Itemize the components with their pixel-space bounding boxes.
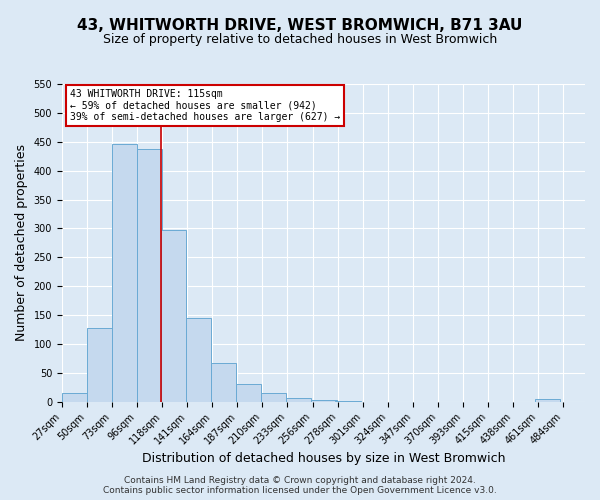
Bar (161, 230, 186, 402)
Bar (62, 393, 87, 402)
Bar (112, 144, 137, 402)
Text: 43 WHITWORTH DRIVE: 115sqm
← 59% of detached houses are smaller (942)
39% of sem: 43 WHITWORTH DRIVE: 115sqm ← 59% of deta… (70, 89, 340, 122)
Bar (286, 398, 311, 402)
Bar (186, 318, 211, 402)
X-axis label: Distribution of detached houses by size in West Bromwich: Distribution of detached houses by size … (142, 452, 505, 465)
Text: 43, WHITWORTH DRIVE, WEST BROMWICH, B71 3AU: 43, WHITWORTH DRIVE, WEST BROMWICH, B71 … (77, 18, 523, 32)
Bar (137, 148, 162, 402)
Bar (262, 392, 286, 402)
Bar (236, 384, 262, 402)
Bar (535, 399, 560, 402)
Bar (335, 401, 361, 402)
Text: Contains HM Land Registry data © Crown copyright and database right 2024.
Contai: Contains HM Land Registry data © Crown c… (103, 476, 497, 495)
Bar (211, 362, 236, 402)
Bar (311, 400, 337, 402)
Y-axis label: Number of detached properties: Number of detached properties (15, 144, 28, 342)
Text: Size of property relative to detached houses in West Bromwich: Size of property relative to detached ho… (103, 32, 497, 46)
Bar (87, 328, 112, 402)
